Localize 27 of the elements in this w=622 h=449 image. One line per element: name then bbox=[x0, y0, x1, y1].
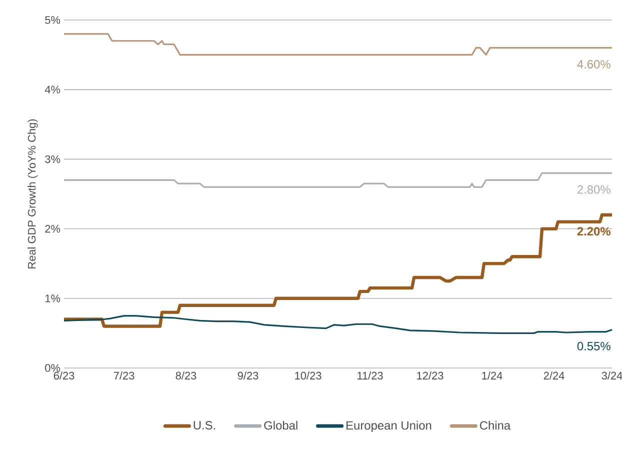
legend-label: Global bbox=[264, 420, 298, 430]
y-tick-label: 4% bbox=[44, 86, 60, 94]
x-tick-label: 12/23 bbox=[417, 372, 444, 380]
legend-label: European Union bbox=[346, 420, 432, 432]
legend-label: U.S. bbox=[194, 421, 216, 430]
line-series bbox=[63, 33, 613, 56]
y-tick-label: 2% bbox=[45, 224, 60, 233]
x-tick-label: 6/23 bbox=[54, 372, 74, 380]
y-axis-title: Real GDP Growth (YoY% Chg) bbox=[28, 119, 38, 268]
x-tick-label: 9/23 bbox=[238, 372, 258, 380]
y-tick-label: 1% bbox=[45, 294, 60, 302]
x-tick-label: 3/24 bbox=[602, 372, 622, 380]
annotation: 4.60% bbox=[577, 60, 610, 68]
annotation: 2.20% bbox=[577, 227, 610, 236]
y-tick-label: 0% bbox=[45, 364, 60, 372]
legend-label: China bbox=[480, 420, 511, 430]
x-tick-label: 7/23 bbox=[114, 372, 134, 380]
annotation: 2.80% bbox=[578, 185, 610, 194]
y-tick-label: 5% bbox=[45, 16, 60, 24]
y-tick-label: 3% bbox=[45, 155, 60, 164]
x-tick-label: 2/24 bbox=[544, 372, 564, 380]
x-tick-label: 8/23 bbox=[176, 372, 196, 380]
annotation: 0.55% bbox=[577, 342, 610, 350]
line-series bbox=[62, 213, 614, 328]
x-tick-label: 10/23 bbox=[295, 372, 322, 380]
x-tick-label: 11/23 bbox=[358, 372, 383, 380]
x-tick-label: 1/24 bbox=[482, 372, 502, 380]
